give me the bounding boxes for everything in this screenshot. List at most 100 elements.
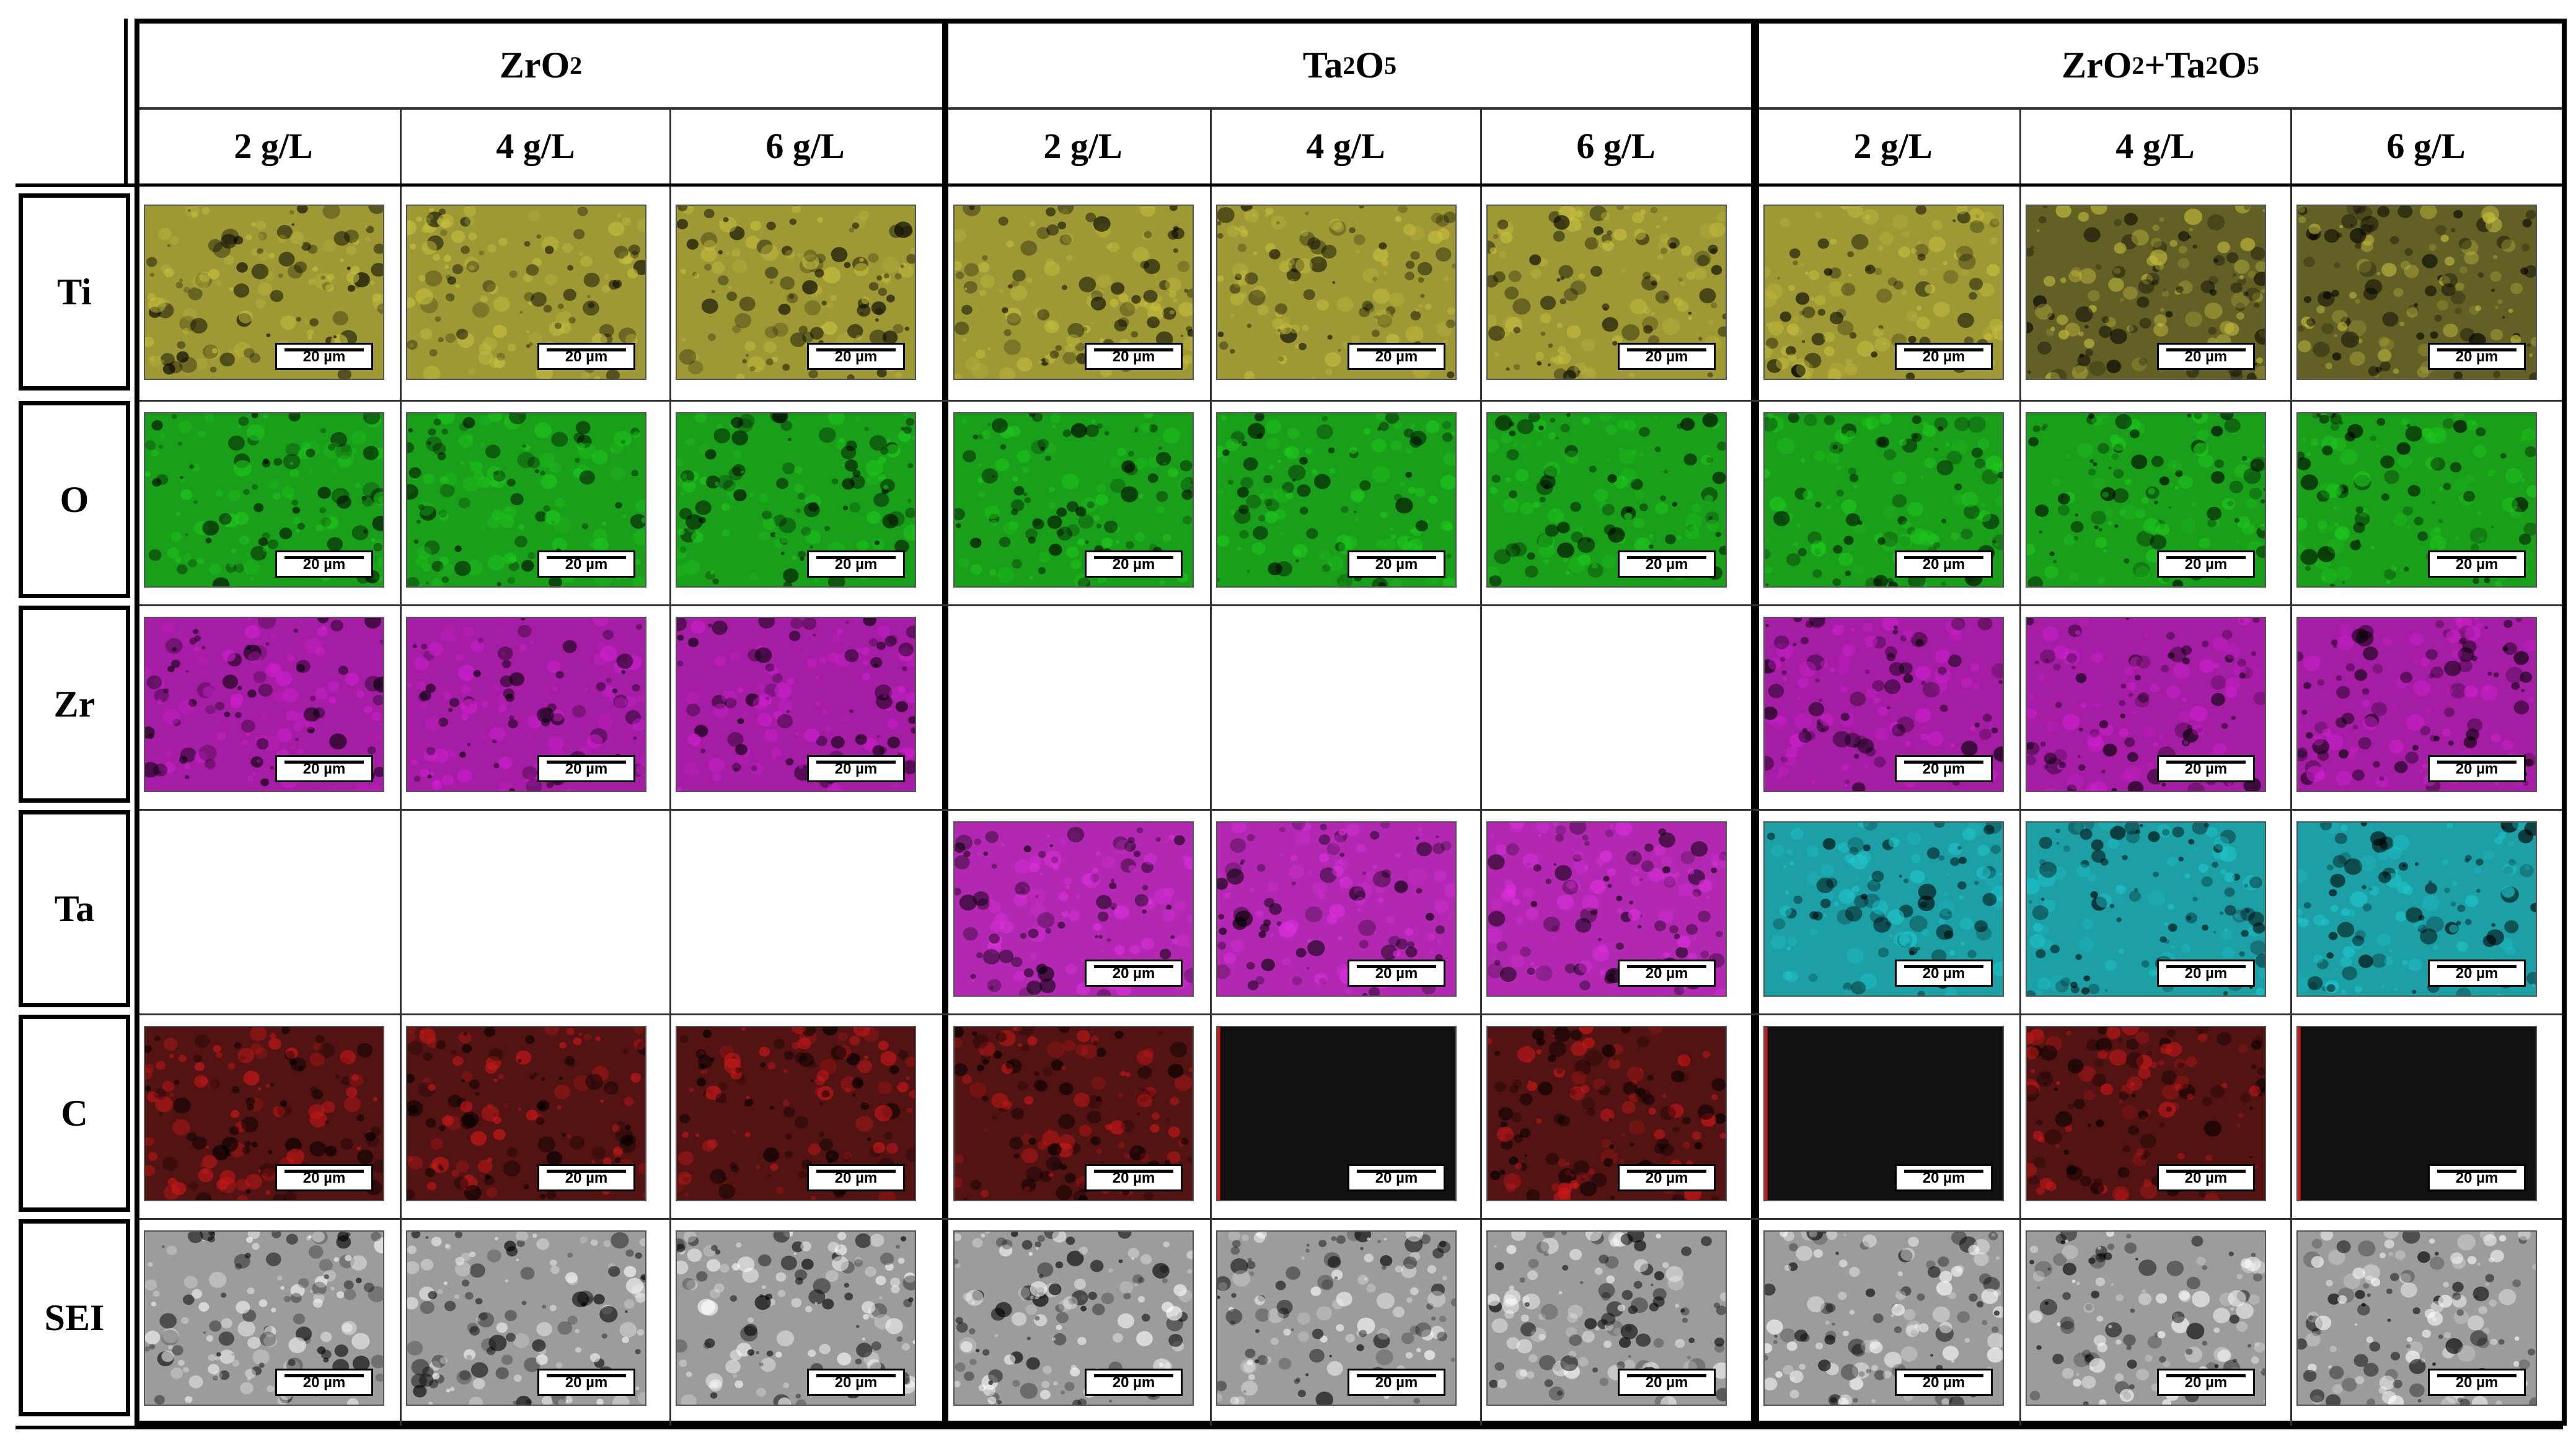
map-panel-sei: 20 µm — [953, 1230, 1194, 1406]
map-panel-ti: 20 µm — [953, 205, 1194, 380]
map-panel-o: 20 µm — [144, 412, 384, 588]
scale-bar: 20 µm — [1085, 343, 1183, 370]
map-panel-c: 20 µm — [1216, 1026, 1457, 1201]
scale-bar: 20 µm — [1618, 343, 1716, 370]
map-image — [2027, 823, 2265, 995]
map-image — [1217, 823, 1455, 995]
concentration-label: 2 g/L — [234, 125, 313, 166]
map-image — [145, 206, 383, 379]
header-divider — [139, 183, 2562, 187]
map-panel-c: 20 µm — [1486, 1026, 1727, 1201]
row-divider — [139, 400, 2562, 402]
element-label-ta: Ta — [19, 810, 130, 1007]
map-image — [407, 1027, 645, 1200]
map-panel-zr: 20 µm — [2296, 617, 2537, 792]
scale-bar: 20 µm — [2157, 960, 2255, 987]
column-divider — [2290, 108, 2292, 1426]
scale-bar: 20 µm — [2157, 755, 2255, 782]
map-panel-ta: 20 µm — [2026, 821, 2266, 997]
map-panel-o: 20 µm — [1216, 412, 1457, 588]
map-panel-o: 20 µm — [2296, 412, 2537, 588]
map-image — [1765, 1232, 2003, 1405]
map-panel-ta: 20 µm — [1486, 821, 1727, 997]
scale-bar: 20 µm — [1348, 960, 1445, 987]
map-panel-ti: 20 µm — [676, 205, 916, 380]
map-panel-o: 20 µm — [1763, 412, 2004, 588]
concentration-label: 6 g/L — [765, 125, 845, 166]
scale-bar: 20 µm — [807, 343, 905, 370]
group-title-part: O — [1355, 44, 1385, 86]
scale-bar: 20 µm — [537, 343, 635, 370]
scale-bar: 20 µm — [537, 1369, 635, 1396]
concentration-label: 2 g/L — [1853, 125, 1933, 166]
column-divider — [669, 108, 671, 1426]
scale-bar: 20 µm — [275, 755, 373, 782]
scale-bar: 20 µm — [537, 550, 635, 578]
row-divider — [139, 809, 2562, 811]
scale-bar: 20 µm — [2157, 1369, 2255, 1396]
map-panel-c: 20 µm — [676, 1026, 916, 1201]
column-divider — [400, 108, 402, 1426]
scale-bar: 20 µm — [2157, 343, 2255, 370]
scale-bar: 20 µm — [2428, 550, 2526, 578]
map-panel-zr: 20 µm — [406, 617, 646, 792]
scale-bar: 20 µm — [2428, 1369, 2526, 1396]
group-title-ta2o5: Ta 2 O 5 — [948, 25, 1751, 105]
map-image — [145, 1027, 383, 1200]
map-image — [677, 1027, 915, 1200]
scale-bar: 20 µm — [1618, 550, 1716, 578]
concentration-label: 6 g/L — [2386, 125, 2466, 166]
scale-bar: 20 µm — [807, 1164, 905, 1191]
map-panel-c: 20 µm — [1763, 1026, 2004, 1201]
scale-bar: 20 µm — [1895, 1164, 1993, 1191]
map-panel-sei: 20 µm — [406, 1230, 646, 1406]
group-title-part: +Ta — [2144, 44, 2206, 86]
group-title-divider — [948, 107, 1751, 110]
map-panel-ti: 20 µm — [1486, 205, 1727, 380]
scale-bar: 20 µm — [1085, 1369, 1183, 1396]
scale-bar: 20 µm — [1085, 960, 1183, 987]
scale-bar: 20 µm — [1618, 1369, 1716, 1396]
map-panel-c: 20 µm — [144, 1026, 384, 1201]
element-label-sei: SEI — [19, 1219, 130, 1416]
scale-bar: 20 µm — [537, 755, 635, 782]
map-panel-zr: 20 µm — [676, 617, 916, 792]
map-panel-sei: 20 µm — [676, 1230, 916, 1406]
scale-bar: 20 µm — [807, 1369, 905, 1396]
map-panel-ta: 20 µm — [1763, 821, 2004, 997]
group-title-part: O — [2218, 44, 2247, 86]
map-panel-ti: 20 µm — [144, 205, 384, 380]
map-panel-ti: 20 µm — [2026, 205, 2266, 380]
map-image — [145, 413, 383, 586]
scale-bar: 20 µm — [1348, 1164, 1445, 1191]
map-image — [955, 206, 1193, 379]
group-title-part: Ta — [1302, 44, 1343, 86]
map-panel-sei: 20 µm — [144, 1230, 384, 1406]
group-title-part: 5 — [2246, 51, 2259, 79]
map-panel-ta: 20 µm — [953, 821, 1194, 997]
scale-bar: 20 µm — [1085, 1164, 1183, 1191]
map-panel-sei: 20 µm — [1486, 1230, 1727, 1406]
corner-vline — [124, 19, 128, 186]
scale-bar: 20 µm — [807, 755, 905, 782]
map-image — [955, 1232, 1193, 1405]
map-panel-c: 20 µm — [406, 1026, 646, 1201]
map-image — [2298, 1232, 2536, 1405]
scale-bar: 20 µm — [1348, 550, 1445, 578]
scale-bar: 20 µm — [2428, 1164, 2526, 1191]
column-divider — [1480, 108, 1482, 1426]
column-divider — [1210, 108, 1212, 1426]
corner-line — [15, 183, 139, 187]
map-panel-zr: 20 µm — [2026, 617, 2266, 792]
concentration-label: 4 g/L — [2115, 125, 2195, 166]
group-title-part: ZrO — [2062, 44, 2132, 86]
scale-bar: 20 µm — [2428, 755, 2526, 782]
group-title-divider — [139, 107, 942, 110]
map-image — [407, 206, 645, 379]
scale-bar: 20 µm — [1895, 550, 1993, 578]
bottom-rule — [15, 1426, 2563, 1429]
map-panel-zr: 20 µm — [144, 617, 384, 792]
scale-bar: 20 µm — [275, 1369, 373, 1396]
concentration-label: 4 g/L — [1306, 125, 1385, 166]
map-image — [2027, 618, 2265, 791]
